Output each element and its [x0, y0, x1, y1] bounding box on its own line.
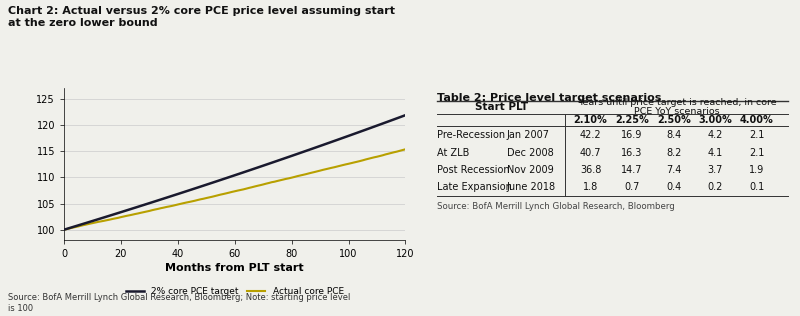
Text: Source: BofA Merrill Lynch Global Research, Bloomberg: Source: BofA Merrill Lynch Global Resear…: [437, 202, 674, 211]
Text: 2.1: 2.1: [749, 148, 765, 158]
Text: Years until price target is reached, in core: Years until price target is reached, in …: [578, 98, 776, 107]
Text: 2.50%: 2.50%: [657, 115, 690, 125]
Text: 14.7: 14.7: [622, 165, 643, 175]
Text: 4.1: 4.1: [708, 148, 723, 158]
Text: Post Recession: Post Recession: [437, 165, 510, 175]
Text: 16.9: 16.9: [622, 130, 642, 140]
Text: Jan 2007: Jan 2007: [507, 130, 550, 140]
Text: 2.10%: 2.10%: [574, 115, 607, 125]
Text: 36.8: 36.8: [580, 165, 601, 175]
Text: Chart 2: Actual versus 2% core PCE price level assuming start
at the zero lower : Chart 2: Actual versus 2% core PCE price…: [8, 6, 395, 28]
Text: 16.3: 16.3: [622, 148, 642, 158]
Text: 0.1: 0.1: [750, 182, 765, 192]
Text: 7.4: 7.4: [666, 165, 682, 175]
Text: Late Expansion: Late Expansion: [437, 182, 512, 192]
Text: 8.4: 8.4: [666, 130, 682, 140]
Text: 0.2: 0.2: [707, 182, 723, 192]
Text: At ZLB: At ZLB: [437, 148, 470, 158]
Text: 2.1: 2.1: [749, 130, 765, 140]
Text: 0.7: 0.7: [625, 182, 640, 192]
Text: Source: BofA Merrill Lynch Global Research, Bloomberg; Note: starting price leve: Source: BofA Merrill Lynch Global Resear…: [8, 294, 350, 313]
Text: Nov 2009: Nov 2009: [507, 165, 554, 175]
X-axis label: Months from PLT start: Months from PLT start: [166, 263, 304, 273]
Text: 1.9: 1.9: [750, 165, 765, 175]
Legend: 2% core PCE target, Actual core PCE: 2% core PCE target, Actual core PCE: [122, 283, 347, 299]
Text: PCE YoY scenarios: PCE YoY scenarios: [634, 107, 720, 117]
Text: Dec 2008: Dec 2008: [507, 148, 554, 158]
Text: Pre-Recession: Pre-Recession: [437, 130, 505, 140]
Text: 0.4: 0.4: [666, 182, 682, 192]
Text: 8.2: 8.2: [666, 148, 682, 158]
Text: 4.2: 4.2: [707, 130, 723, 140]
Text: 3.00%: 3.00%: [698, 115, 732, 125]
Text: 40.7: 40.7: [580, 148, 602, 158]
Text: June 2018: June 2018: [507, 182, 556, 192]
Text: Start PLT: Start PLT: [474, 102, 528, 112]
Text: Table 2: Price level target scenarios: Table 2: Price level target scenarios: [437, 93, 662, 103]
Text: 1.8: 1.8: [583, 182, 598, 192]
Text: 42.2: 42.2: [580, 130, 602, 140]
Text: 2.25%: 2.25%: [615, 115, 649, 125]
Text: 4.00%: 4.00%: [740, 115, 774, 125]
Text: 3.7: 3.7: [707, 165, 723, 175]
